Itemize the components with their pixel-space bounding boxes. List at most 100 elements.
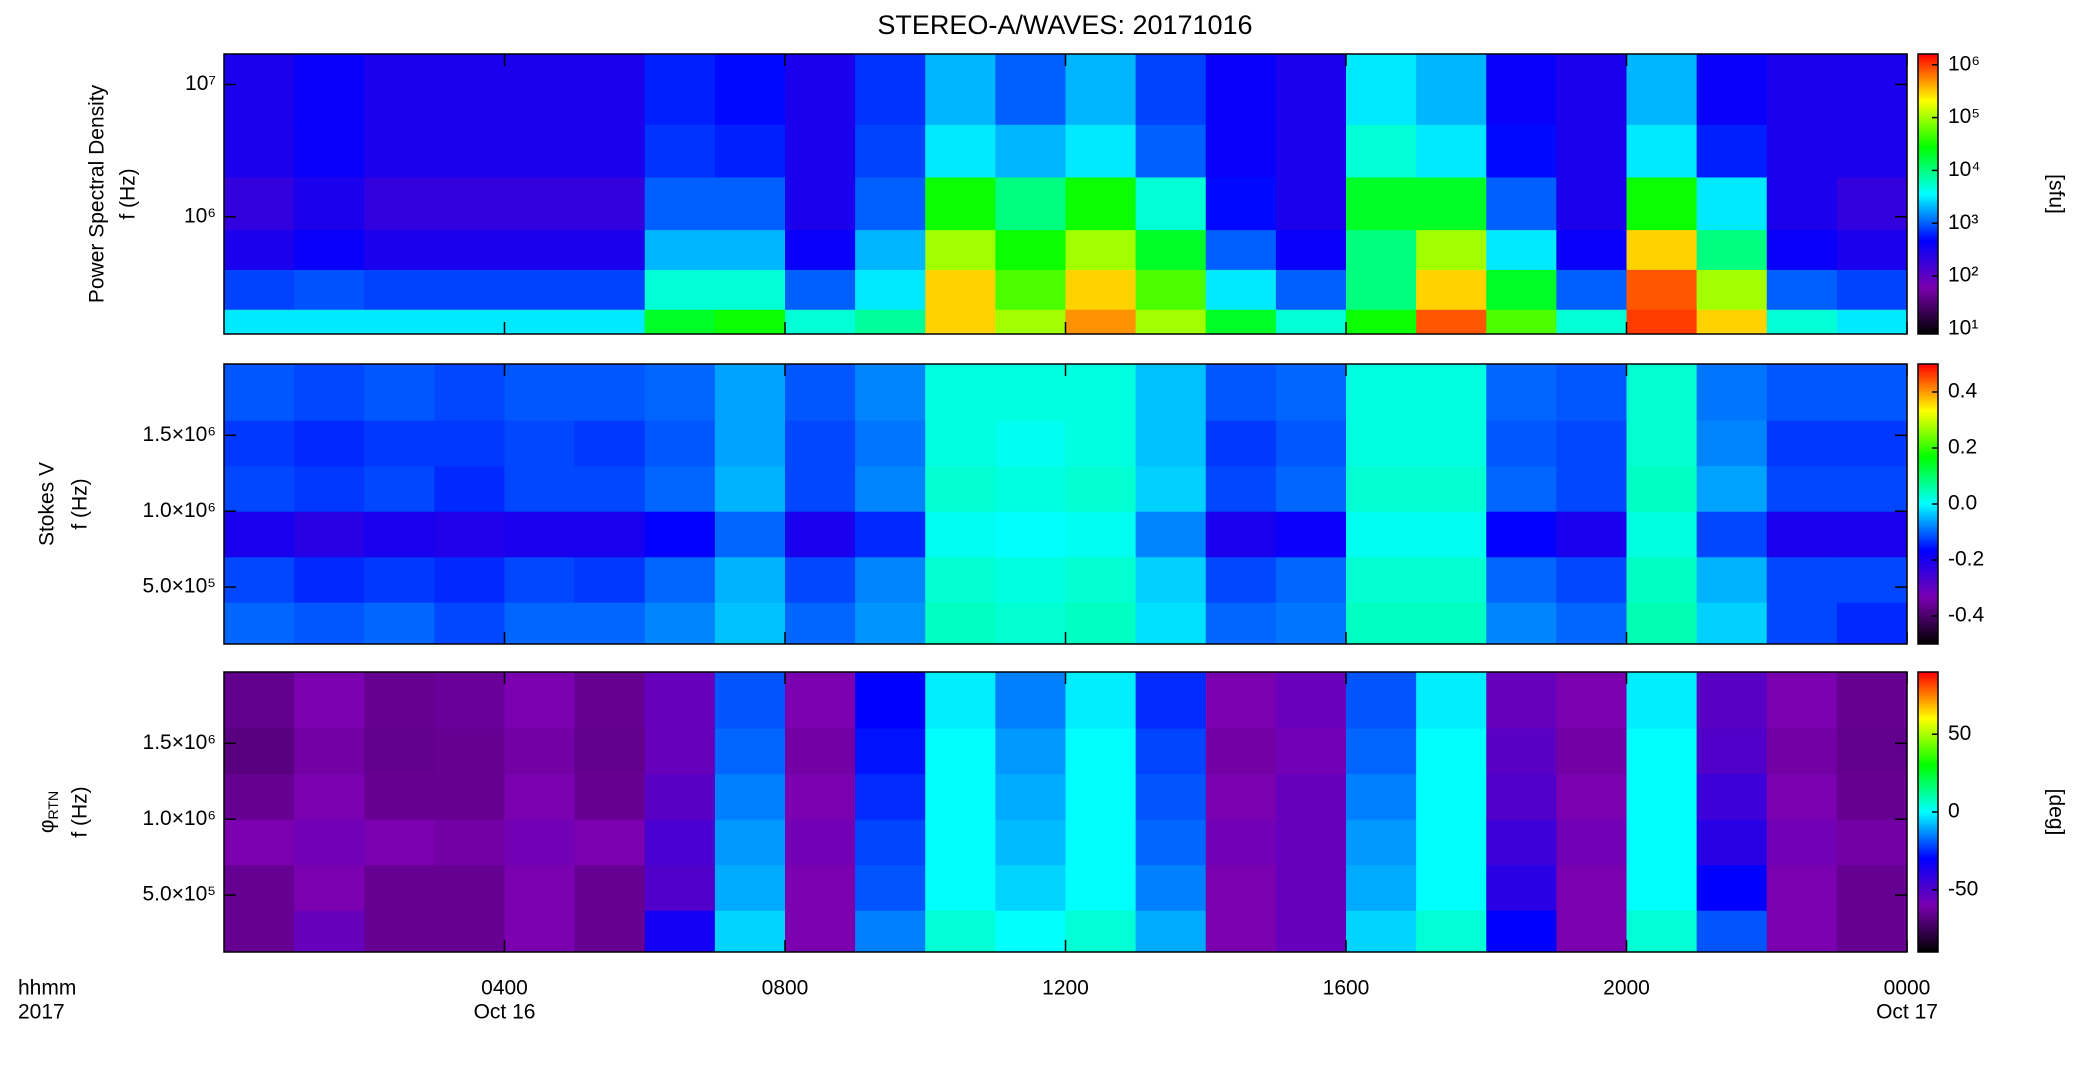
y-tick-label: 1.0×10⁶ <box>143 499 216 522</box>
heatmap-cell <box>1556 556 1627 603</box>
x-date-label: Oct 17 <box>1876 1001 1938 1024</box>
heatmap-cell <box>1346 864 1417 911</box>
heatmap-cell <box>1626 54 1698 125</box>
heatmap-cell <box>504 229 576 270</box>
heatmap-cell <box>995 819 1066 866</box>
heatmap-cell <box>1696 910 1768 953</box>
heatmap-cell <box>1065 309 1137 335</box>
heatmap-cell <box>1416 420 1487 467</box>
colorbar-tick-label: 0.0 <box>1948 492 1977 515</box>
heatmap-cell <box>504 556 576 603</box>
heatmap-cell <box>294 420 365 467</box>
x-tick-label: 0800 <box>762 977 809 1000</box>
heatmap-cell <box>925 511 996 558</box>
heatmap-cell <box>1205 54 1277 125</box>
heatmap-cell <box>364 420 435 467</box>
heatmap-cell <box>224 556 295 603</box>
heatmap-cell <box>1065 124 1137 178</box>
heatmap-cell <box>504 465 576 512</box>
heatmap-cell <box>574 864 646 911</box>
heatmap-cell <box>644 728 716 775</box>
heatmap-cell <box>574 910 646 953</box>
heatmap-cell <box>714 269 786 310</box>
heatmap-cell <box>1135 465 1207 512</box>
heatmap-cell <box>1416 864 1487 911</box>
heatmap-cell <box>1626 269 1698 310</box>
heatmap-cell <box>1836 511 1908 558</box>
heatmap-cell <box>1556 420 1627 467</box>
heatmap-cell <box>1346 229 1417 270</box>
heatmap-cell <box>294 910 365 953</box>
heatmap-cell <box>1065 672 1137 729</box>
heatmap-cell <box>785 728 856 775</box>
heatmap-cell <box>1556 910 1627 953</box>
heatmap-cell <box>504 511 576 558</box>
heatmap-cell <box>1486 728 1557 775</box>
heatmap-cell <box>1836 556 1908 603</box>
heatmap-cell <box>1346 556 1417 603</box>
heatmap-cell <box>714 864 786 911</box>
heatmap-cell <box>925 773 996 820</box>
heatmap-cell <box>1205 773 1277 820</box>
heatmap-cell <box>1696 309 1768 335</box>
heatmap-cell <box>1556 54 1627 125</box>
heatmap-cell <box>1416 309 1487 335</box>
heatmap-cell <box>434 420 505 467</box>
heatmap-cell <box>1205 176 1277 231</box>
heatmap-cell <box>644 229 716 270</box>
heatmap-cell <box>1486 54 1557 125</box>
heatmap-cell <box>574 465 646 512</box>
colorbar-tick-label: 10⁵ <box>1948 105 1980 128</box>
heatmap-cell <box>1346 819 1417 866</box>
heatmap-cell <box>1416 556 1487 603</box>
heatmap-cell <box>1766 364 1838 421</box>
heatmap-cell <box>1205 511 1277 558</box>
colorbar-tick-label: -50 <box>1948 877 1978 900</box>
heatmap-cell <box>995 54 1066 125</box>
heatmap-cell <box>1135 556 1207 603</box>
heatmap-cell <box>1205 309 1277 335</box>
heatmap-cell <box>1205 420 1277 467</box>
heatmap-cell <box>1416 602 1487 645</box>
heatmap-cell <box>1346 672 1417 729</box>
heatmap-cell <box>855 728 926 775</box>
heatmap-cell <box>1836 269 1908 310</box>
heatmap-cell <box>714 124 786 178</box>
heatmap-cell <box>644 309 716 335</box>
heatmap-cell <box>224 728 295 775</box>
heatmap-cell <box>1135 602 1207 645</box>
heatmap-cell <box>925 420 996 467</box>
heatmap-cell <box>644 556 716 603</box>
heatmap-cell <box>504 672 576 729</box>
heatmap-cell <box>294 364 365 421</box>
heatmap-cell <box>785 124 856 178</box>
heatmap-cell <box>1696 176 1768 231</box>
x-axis-label: hhmm <box>18 977 76 1000</box>
heatmap-cell <box>1416 364 1487 421</box>
heatmap-cell <box>995 309 1066 335</box>
y-tick-label: 1.0×10⁶ <box>143 807 216 830</box>
heatmap-cell <box>1416 672 1487 729</box>
heatmap-cell <box>1556 176 1627 231</box>
heatmap-cell <box>1135 672 1207 729</box>
heatmap-cell <box>925 54 996 125</box>
heatmap-cell <box>574 511 646 558</box>
heatmap-cell <box>855 54 926 125</box>
heatmap-cell <box>785 819 856 866</box>
heatmap-cell <box>434 556 505 603</box>
heatmap-cell <box>644 465 716 512</box>
heatmap-cell <box>1766 54 1838 125</box>
heatmap-cell <box>574 672 646 729</box>
heatmap-cell <box>1275 864 1347 911</box>
heatmap-cell <box>224 229 295 270</box>
heatmap-cell <box>224 602 295 645</box>
y-axis-label: f (Hz) <box>117 168 140 219</box>
heatmap-cell <box>294 269 365 310</box>
heatmap-cell <box>1135 910 1207 953</box>
colorbar-tick-label: 10⁴ <box>1948 158 1980 181</box>
heatmap-cell <box>224 269 295 310</box>
heatmap-cell <box>644 864 716 911</box>
heatmap-cell <box>855 910 926 953</box>
heatmap-cell <box>364 910 435 953</box>
heatmap-cell <box>1135 229 1207 270</box>
